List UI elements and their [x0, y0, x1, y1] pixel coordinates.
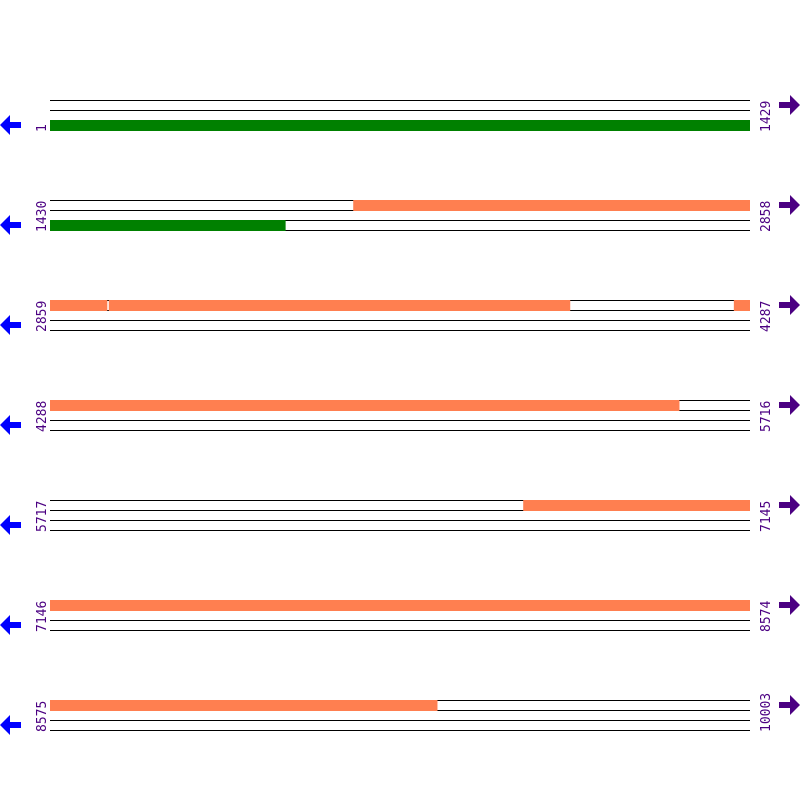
- row-start-label: 7146: [35, 601, 50, 632]
- row-end-label: 7145: [759, 501, 774, 532]
- arrow-right-icon: [779, 695, 800, 715]
- feature-bar: [50, 300, 108, 311]
- arrow-right-icon: [779, 195, 800, 215]
- arrow-right-icon: [779, 295, 800, 315]
- feature-bar: [50, 700, 438, 711]
- feature-bar: [733, 300, 750, 311]
- arrow-left-icon: [0, 615, 21, 635]
- sequence-row: 8575 10003: [0, 693, 800, 735]
- feature-bar: [50, 220, 286, 231]
- sequence-row: 7146 8574: [0, 595, 800, 635]
- row-end-label: 8574: [759, 601, 774, 632]
- feature-bar: [353, 200, 750, 211]
- arrow-left-icon: [0, 715, 21, 735]
- feature-bar: [50, 400, 680, 411]
- row-start-label: 8575: [35, 701, 50, 732]
- feature-bar: [50, 600, 750, 611]
- sequence-row: 1430 2858: [0, 195, 800, 235]
- feature-bar: [108, 300, 571, 311]
- row-start-label: 5717: [35, 501, 50, 532]
- sequence-row: 4288 5716: [0, 395, 800, 435]
- feature-bar: [50, 120, 750, 131]
- arrow-right-icon: [779, 395, 800, 415]
- row-start-label: 2859: [35, 301, 50, 332]
- row-start-label: 1430: [35, 201, 50, 232]
- arrow-left-icon: [0, 315, 21, 335]
- row-end-label: 4287: [759, 301, 774, 332]
- sequence-row: 2859 4287: [0, 295, 800, 335]
- arrow-left-icon: [0, 415, 21, 435]
- row-end-label: 1429: [759, 101, 774, 132]
- feature-bar: [523, 500, 750, 511]
- row-end-label: 5716: [759, 401, 774, 432]
- row-start-label: 1: [35, 124, 50, 132]
- arrow-right-icon: [779, 495, 800, 515]
- row-start-label: 4288: [35, 401, 50, 432]
- arrow-left-icon: [0, 515, 21, 535]
- arrow-left-icon: [0, 115, 21, 135]
- arrow-left-icon: [0, 215, 21, 235]
- arrow-right-icon: [779, 595, 800, 615]
- arrow-right-icon: [779, 95, 800, 115]
- sequence-row: 1 1429: [0, 95, 800, 135]
- row-end-label: 2858: [759, 201, 774, 232]
- sequence-row: 5717 7145: [0, 495, 800, 535]
- row-end-label: 10003: [759, 693, 774, 732]
